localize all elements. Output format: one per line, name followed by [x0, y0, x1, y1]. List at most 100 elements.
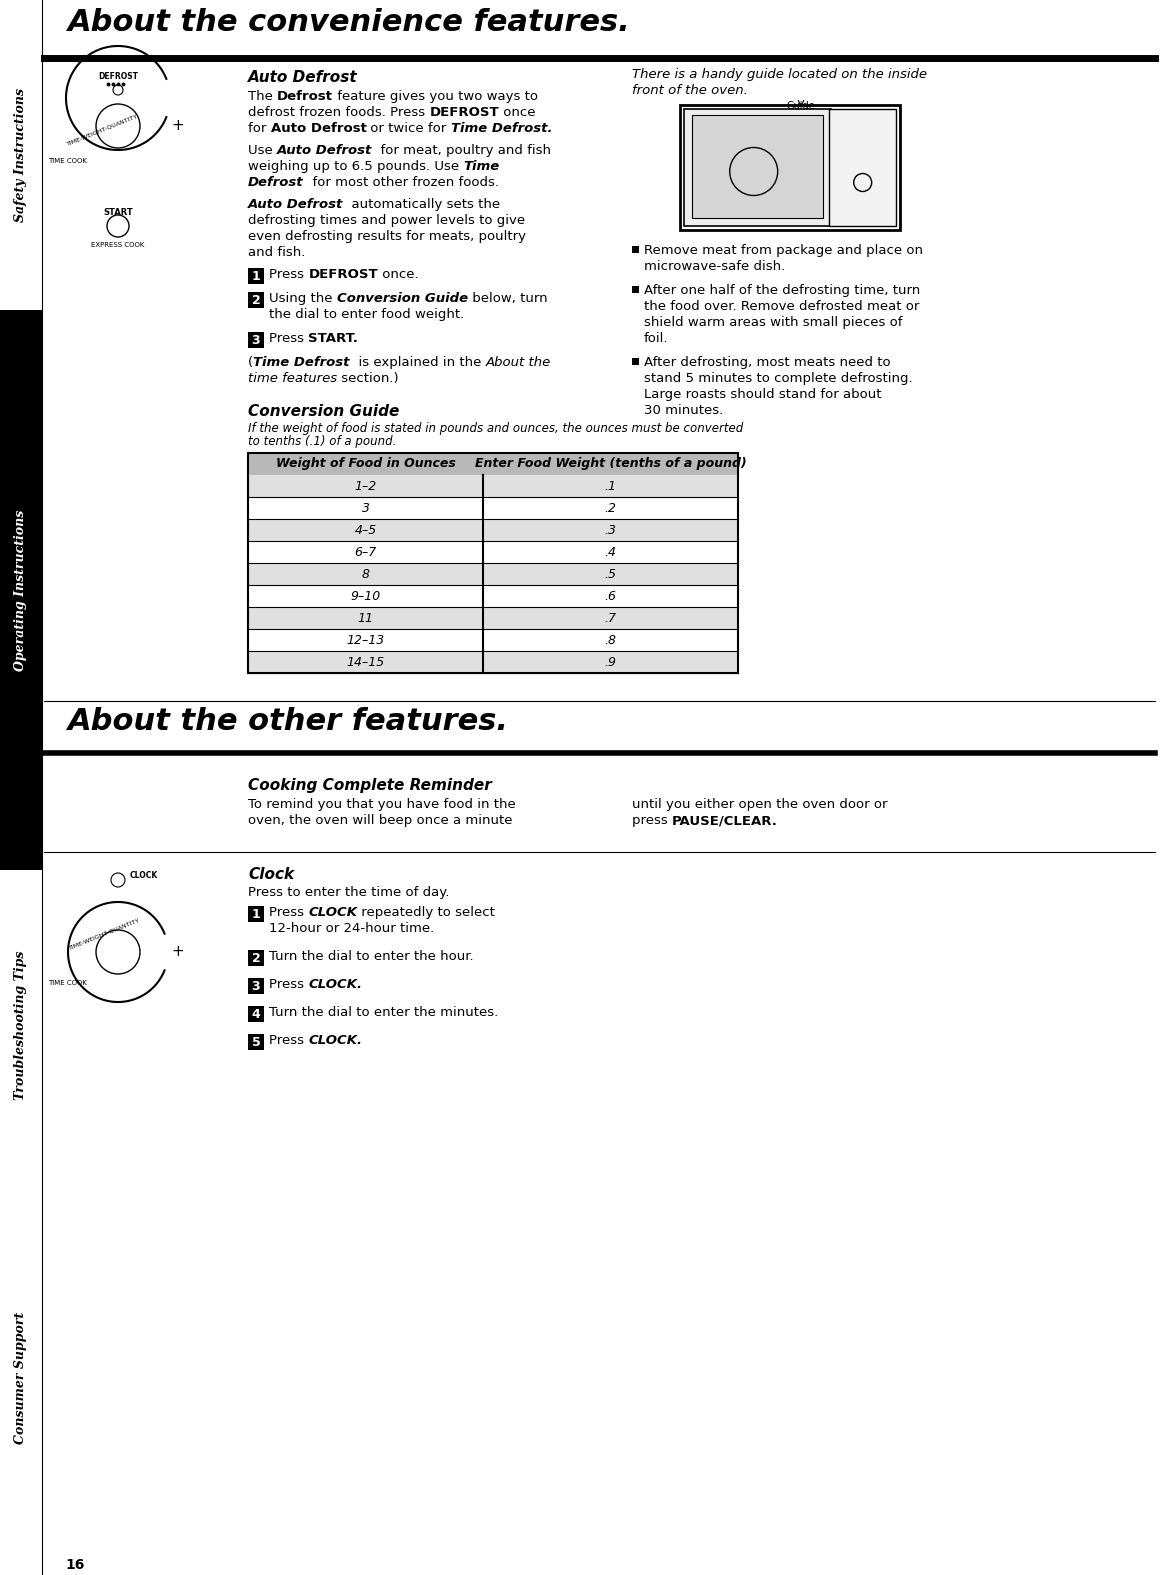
Bar: [632, 358, 639, 365]
Text: feature gives you two ways to: feature gives you two ways to: [333, 90, 538, 102]
Text: About the other features.: About the other features.: [68, 707, 509, 736]
Text: Press: Press: [269, 978, 309, 991]
Bar: [248, 454, 738, 476]
Text: once: once: [499, 106, 536, 120]
Text: shield warm areas with small pieces of: shield warm areas with small pieces of: [644, 317, 902, 329]
Bar: [248, 1006, 264, 1022]
Text: 4: 4: [252, 1008, 260, 1021]
Bar: [248, 628, 738, 650]
Text: Consumer Support: Consumer Support: [14, 1312, 28, 1444]
Text: 11: 11: [357, 611, 374, 625]
Text: .6: .6: [604, 589, 616, 603]
Bar: [684, 109, 832, 225]
Text: Using the: Using the: [269, 291, 336, 306]
Text: Press: Press: [269, 268, 309, 280]
Text: (: (: [248, 356, 253, 369]
Text: .4: .4: [604, 545, 616, 559]
Text: Conversion Guide: Conversion Guide: [248, 405, 399, 419]
Text: TIME-WEIGHT-QUANTITY: TIME-WEIGHT-QUANTITY: [68, 917, 140, 950]
Text: +: +: [172, 945, 184, 959]
Text: About the convenience features.: About the convenience features.: [68, 8, 631, 36]
Text: 3: 3: [252, 334, 260, 346]
Text: Auto Defrost: Auto Defrost: [277, 143, 372, 158]
Bar: [248, 498, 738, 520]
Text: Auto Defrost: Auto Defrost: [248, 198, 343, 211]
Text: 3: 3: [252, 980, 260, 992]
Text: 1–2: 1–2: [354, 479, 377, 493]
Bar: [248, 950, 264, 965]
Bar: [248, 906, 264, 921]
Text: repeatedly to select: repeatedly to select: [357, 906, 495, 918]
Text: DEFROST: DEFROST: [309, 268, 378, 280]
Text: START: START: [103, 208, 133, 217]
Text: defrosting times and power levels to give: defrosting times and power levels to giv…: [248, 214, 525, 227]
Text: There is a handy guide located on the inside: There is a handy guide located on the in…: [632, 68, 927, 80]
Text: Turn the dial to enter the minutes.: Turn the dial to enter the minutes.: [269, 1006, 499, 1019]
Text: CLOCK.: CLOCK.: [309, 978, 362, 991]
Bar: [248, 268, 264, 283]
Text: 2: 2: [252, 951, 260, 964]
Text: front of the oven.: front of the oven.: [632, 83, 748, 98]
Text: foil.: foil.: [644, 332, 668, 345]
Text: the dial to enter food weight.: the dial to enter food weight.: [269, 309, 464, 321]
Text: 6–7: 6–7: [354, 545, 377, 559]
Text: until you either open the oven door or: until you either open the oven door or: [632, 799, 887, 811]
Text: TIME-WEIGHT-QUANTITY: TIME-WEIGHT-QUANTITY: [66, 113, 138, 146]
Bar: [248, 562, 738, 584]
Text: DEFROST: DEFROST: [429, 106, 499, 120]
Text: .9: .9: [604, 655, 616, 668]
Text: The: The: [248, 90, 277, 102]
Text: Remove meat from package and place on: Remove meat from package and place on: [644, 244, 923, 257]
Bar: [632, 287, 639, 293]
Text: Operating Instructions: Operating Instructions: [14, 509, 28, 671]
Bar: [0, 310, 42, 869]
Bar: [680, 106, 900, 230]
Text: weighing up to 6.5 pounds. Use: weighing up to 6.5 pounds. Use: [248, 161, 463, 173]
Text: 16: 16: [65, 1558, 85, 1572]
Text: .2: .2: [604, 501, 616, 515]
Text: 12-hour or 24-hour time.: 12-hour or 24-hour time.: [269, 921, 434, 936]
Bar: [248, 606, 738, 628]
Bar: [248, 476, 738, 498]
Text: 4–5: 4–5: [354, 523, 377, 537]
Text: Time: Time: [463, 161, 500, 173]
Text: Enter Food Weight (tenths of a pound): Enter Food Weight (tenths of a pound): [474, 457, 746, 471]
Text: Press: Press: [269, 332, 309, 345]
Text: 14–15: 14–15: [347, 655, 385, 668]
Bar: [829, 109, 896, 225]
Text: PAUSE/CLEAR.: PAUSE/CLEAR.: [672, 814, 778, 827]
Text: Large roasts should stand for about: Large roasts should stand for about: [644, 387, 882, 402]
Text: Auto Defrost: Auto Defrost: [248, 69, 357, 85]
Text: Guide: Guide: [786, 101, 815, 110]
Text: once.: once.: [378, 268, 419, 280]
Bar: [0, 1180, 42, 1575]
Bar: [693, 115, 824, 217]
Text: Troubleshooting Tips: Troubleshooting Tips: [14, 950, 28, 1099]
Text: microwave-safe dish.: microwave-safe dish.: [644, 260, 785, 272]
Text: DEFROST: DEFROST: [97, 72, 138, 80]
Text: CLOCK: CLOCK: [130, 871, 158, 880]
Text: .1: .1: [604, 479, 616, 493]
Text: Safety Instructions: Safety Instructions: [14, 88, 28, 222]
Text: About the: About the: [485, 356, 551, 369]
Text: CLOCK: CLOCK: [309, 906, 357, 918]
Text: stand 5 minutes to complete defrosting.: stand 5 minutes to complete defrosting.: [644, 372, 913, 384]
Text: 3: 3: [362, 501, 370, 515]
Text: to tenths (.1) of a pound.: to tenths (.1) of a pound.: [248, 435, 397, 447]
Text: TIME COOK: TIME COOK: [49, 158, 87, 164]
Text: is explained in the: is explained in the: [349, 356, 485, 369]
Text: even defrosting results for meats, poultry: even defrosting results for meats, poult…: [248, 230, 525, 243]
Text: the food over. Remove defrosted meat or: the food over. Remove defrosted meat or: [644, 299, 920, 313]
Text: 1: 1: [252, 269, 260, 282]
Text: automatically sets the: automatically sets the: [343, 198, 500, 211]
Text: Press: Press: [269, 1035, 309, 1047]
Text: defrost frozen foods. Press: defrost frozen foods. Press: [248, 106, 429, 120]
Bar: [248, 332, 264, 348]
Text: time features: time features: [248, 372, 338, 384]
Text: 1: 1: [252, 907, 260, 920]
Text: and fish.: and fish.: [248, 246, 305, 258]
Text: Press to enter the time of day.: Press to enter the time of day.: [248, 887, 449, 899]
Bar: [632, 246, 639, 254]
Text: If the weight of food is stated in pounds and ounces, the ounces must be convert: If the weight of food is stated in pound…: [248, 422, 744, 435]
Text: 2: 2: [252, 293, 260, 307]
